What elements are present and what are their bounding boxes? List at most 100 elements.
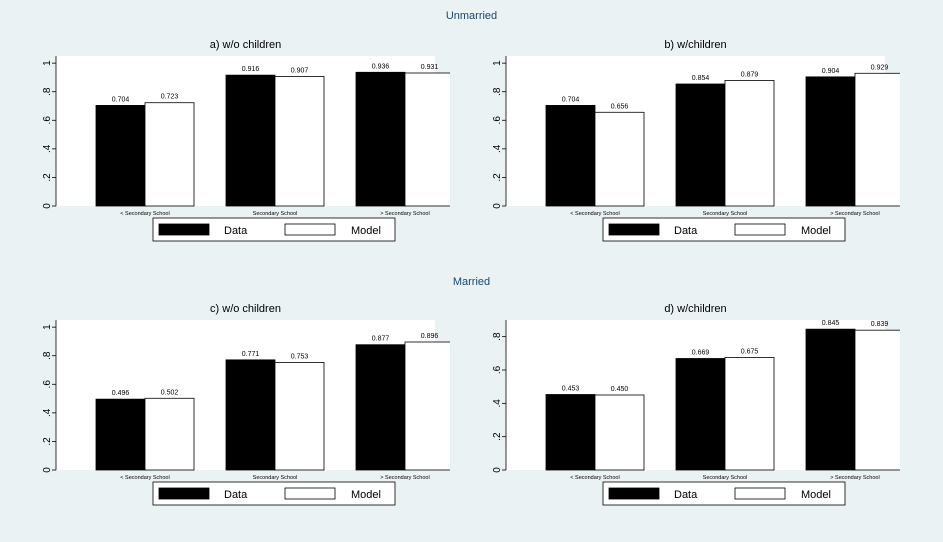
bar-model: [594, 394, 645, 471]
legend-label-model: Model: [351, 225, 381, 237]
bar-value-label: 0.845: [822, 320, 840, 327]
bar-value-label: 0.753: [291, 353, 309, 360]
panel-title: d) w/children: [664, 303, 726, 315]
bar-value-label: 0.879: [741, 71, 759, 78]
bar-data: [95, 398, 146, 471]
x-category-label: > Secondary School: [380, 475, 429, 481]
bar-value-label: 0.656: [611, 103, 629, 110]
bar-model: [144, 102, 195, 207]
panel-married-without-children: c) w/o children 0 .2 .4 .6 .8 1 0.496 0.502 < Sec…: [42, 303, 450, 506]
y-tick-label: .6: [42, 380, 53, 389]
x-category-label: < Secondary School: [120, 475, 169, 481]
y-tick-label: 0: [492, 467, 503, 473]
bar-data: [95, 105, 146, 207]
bar-value-label: 0.896: [421, 333, 439, 340]
legend-swatch-data: [608, 487, 660, 500]
bar-data: [675, 358, 726, 471]
bar-model: [854, 72, 900, 207]
bar-value-label: 0.502: [161, 389, 179, 396]
legend-swatch-data: [158, 487, 210, 500]
x-category-label: Secondary School: [703, 475, 748, 481]
y-tick-label: .6: [492, 116, 503, 125]
y-tick-label: 1: [42, 60, 53, 66]
bar-value-label: 0.936: [372, 63, 390, 70]
x-category-label: < Secondary School: [570, 475, 619, 481]
panel-title: a) w/o children: [210, 39, 282, 51]
bar-data: [805, 76, 856, 207]
bar-value-label: 0.675: [741, 349, 759, 356]
bar-data: [805, 328, 856, 471]
bar-data: [225, 74, 276, 207]
bar-value-label: 0.450: [611, 386, 629, 393]
y-tick-label: .2: [42, 173, 53, 182]
bar-value-label: 0.929: [871, 64, 889, 71]
legend: Data Model: [602, 217, 846, 242]
group-title-unmarried: Unmarried: [445, 10, 498, 22]
y-tick-label: .8: [42, 87, 53, 96]
x-category-label: < Secondary School: [570, 211, 619, 217]
y-tick-label: .8: [42, 351, 53, 360]
bar-value-label: 0.704: [562, 96, 580, 103]
bar-value-label: 0.669: [692, 350, 710, 357]
panel-married-with-children: d) w/children 0 .2 .4 .6 .8 0.453 0.450 < Second…: [492, 303, 900, 506]
bar-value-label: 0.854: [692, 75, 710, 82]
legend: Data Model: [602, 481, 846, 506]
legend-label-data: Data: [674, 489, 698, 501]
legend-label-data: Data: [224, 225, 248, 237]
bar-value-label: 0.916: [242, 66, 260, 73]
bar-model: [854, 329, 900, 471]
y-tick-label: .4: [42, 144, 53, 153]
legend-label-model: Model: [351, 489, 381, 501]
legend-label-model: Model: [801, 225, 831, 237]
y-tick-label: .8: [492, 332, 503, 341]
bar-data: [225, 359, 276, 471]
bar-model: [274, 362, 325, 471]
bar-model: [404, 72, 450, 207]
bar-model: [594, 111, 645, 207]
legend-swatch-model: [734, 223, 786, 236]
y-tick-label: .8: [492, 87, 503, 96]
legend-label-data: Data: [674, 225, 698, 237]
bar-value-label: 0.877: [372, 336, 390, 343]
bar-value-label: 0.496: [112, 390, 130, 397]
legend: Data Model: [152, 481, 396, 506]
y-tick-label: .6: [42, 116, 53, 125]
bar-model: [404, 341, 450, 471]
bar-model: [724, 357, 775, 471]
x-category-label: Secondary School: [703, 211, 748, 217]
bar-value-label: 0.839: [871, 321, 889, 328]
y-tick-label: 0: [42, 467, 53, 473]
legend-swatch-data: [158, 223, 210, 236]
x-category-label: Secondary School: [253, 211, 298, 217]
bar-value-label: 0.704: [112, 96, 130, 103]
panel-unmarried-without-children: a) w/o children 0 .2 .4 .6 .8 1 0.704 0.723 < Sec…: [42, 39, 450, 242]
bar-value-label: 0.771: [242, 351, 260, 358]
bar-data: [675, 83, 726, 207]
x-category-label: > Secondary School: [380, 211, 429, 217]
y-tick-label: .6: [492, 365, 503, 374]
y-tick-label: 1: [42, 324, 53, 330]
legend-label-data: Data: [224, 489, 248, 501]
y-tick-label: .2: [492, 432, 503, 441]
legend-swatch-data: [608, 223, 660, 236]
y-tick-label: .4: [42, 408, 53, 417]
bar-value-label: 0.904: [822, 68, 840, 75]
legend-label-model: Model: [801, 489, 831, 501]
bar-value-label: 0.931: [421, 64, 439, 71]
panel-title: c) w/o children: [210, 303, 281, 315]
bar-model: [274, 76, 325, 207]
legend-swatch-model: [284, 223, 336, 236]
x-category-label: > Secondary School: [830, 475, 879, 481]
y-tick-label: 0: [42, 203, 53, 209]
y-tick-label: .2: [492, 173, 503, 182]
bar-data: [545, 394, 596, 471]
bar-value-label: 0.907: [291, 67, 309, 74]
bar-data: [545, 105, 596, 207]
y-tick-label: .4: [492, 399, 503, 408]
bar-value-label: 0.723: [161, 94, 179, 101]
bar-model: [724, 80, 775, 207]
y-tick-label: .4: [492, 144, 503, 153]
x-category-label: < Secondary School: [120, 211, 169, 217]
x-category-label: Secondary School: [253, 475, 298, 481]
